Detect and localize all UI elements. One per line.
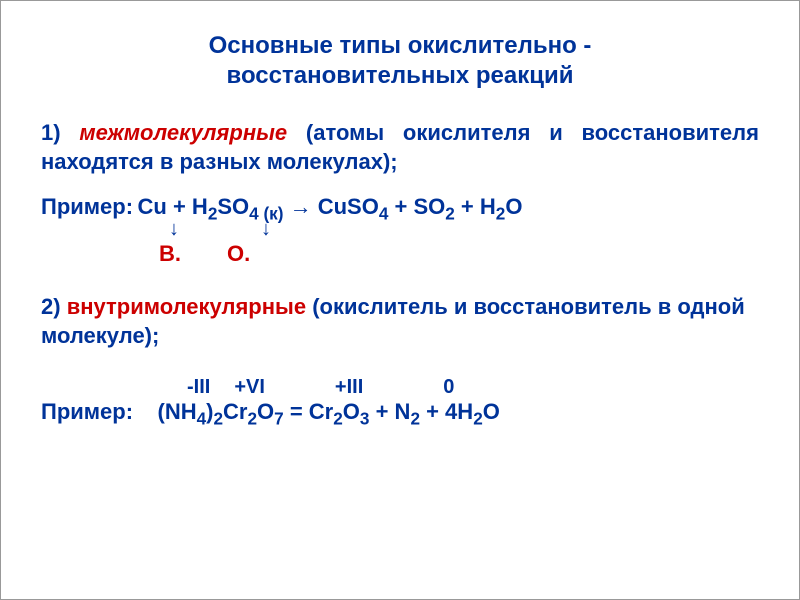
down-arrow-icon: ↓ bbox=[261, 218, 271, 240]
ex2-eq: = Cr bbox=[284, 399, 334, 424]
item1-keyword: межмолекулярные bbox=[79, 120, 287, 145]
ex1-lhs1: Cu + H bbox=[138, 194, 208, 219]
ex1-rhs4: O bbox=[505, 194, 522, 219]
item-1: 1) межмолекулярные (атомы окислителя и в… bbox=[41, 119, 759, 176]
ex2-p6: + N bbox=[369, 399, 410, 424]
title-line2: восстановительных реакций bbox=[227, 62, 574, 89]
ex2-p5: O bbox=[343, 399, 360, 424]
example1-block: Пример: Cu + H2SO4 (к) → CuSO4 + SO2 + H… bbox=[41, 194, 759, 220]
ex1-lhs2: SO bbox=[217, 194, 249, 219]
slide-container: Основные типы окислительно - восстановит… bbox=[0, 0, 800, 600]
ex2-p4: O bbox=[257, 399, 274, 424]
reaction-arrow-icon: → bbox=[290, 194, 312, 219]
ex2-p8: O bbox=[483, 399, 500, 424]
ex2-p1: (NH bbox=[158, 399, 197, 424]
oxidizer-label: О. bbox=[227, 241, 250, 266]
example2-formula: (NH4)2Cr2O7 = Cr2O3 + N2 + 4H2O bbox=[158, 399, 500, 424]
ox-state-3: +III bbox=[335, 376, 363, 398]
item2-num: 2) bbox=[41, 294, 61, 319]
ex2-p2: ) bbox=[206, 399, 213, 424]
example1-label: Пример: bbox=[41, 194, 133, 219]
vo-labels-row: В. О. bbox=[41, 241, 759, 267]
down-arrow-icon: ↓ bbox=[169, 218, 179, 240]
ox-state-4: 0 bbox=[443, 376, 454, 398]
ex1-rhs1: CuSO bbox=[318, 194, 379, 219]
ex2-p7: + 4H bbox=[420, 399, 473, 424]
ox-state-2: +VI bbox=[234, 376, 265, 398]
item-2: 2) внутримолекулярные (окислитель и восс… bbox=[41, 293, 759, 350]
oxidation-states-row: -III +VI +III 0 bbox=[41, 376, 759, 399]
item2-keyword: внутримолекулярные bbox=[67, 294, 306, 319]
item1-num: 1) bbox=[41, 120, 61, 145]
ox-state-1: -III bbox=[187, 376, 210, 398]
ex1-rhs2: + SO bbox=[388, 194, 445, 219]
ex2-p3: Cr bbox=[223, 399, 247, 424]
ex1-rhs3: + H bbox=[455, 194, 496, 219]
reducer-label: В. bbox=[159, 241, 181, 266]
example2-block: Пример: (NH4)2Cr2O7 = Cr2O3 + N2 + 4H2O bbox=[41, 399, 759, 425]
slide-title: Основные типы окислительно - восстановит… bbox=[41, 31, 759, 91]
example2-label: Пример: bbox=[41, 399, 133, 424]
example1-formula: Cu + H2SO4 (к) → CuSO4 + SO2 + H2O bbox=[138, 194, 523, 219]
down-arrows-row: ↓↓ bbox=[41, 218, 759, 241]
title-line1: Основные типы окислительно - bbox=[209, 32, 592, 59]
